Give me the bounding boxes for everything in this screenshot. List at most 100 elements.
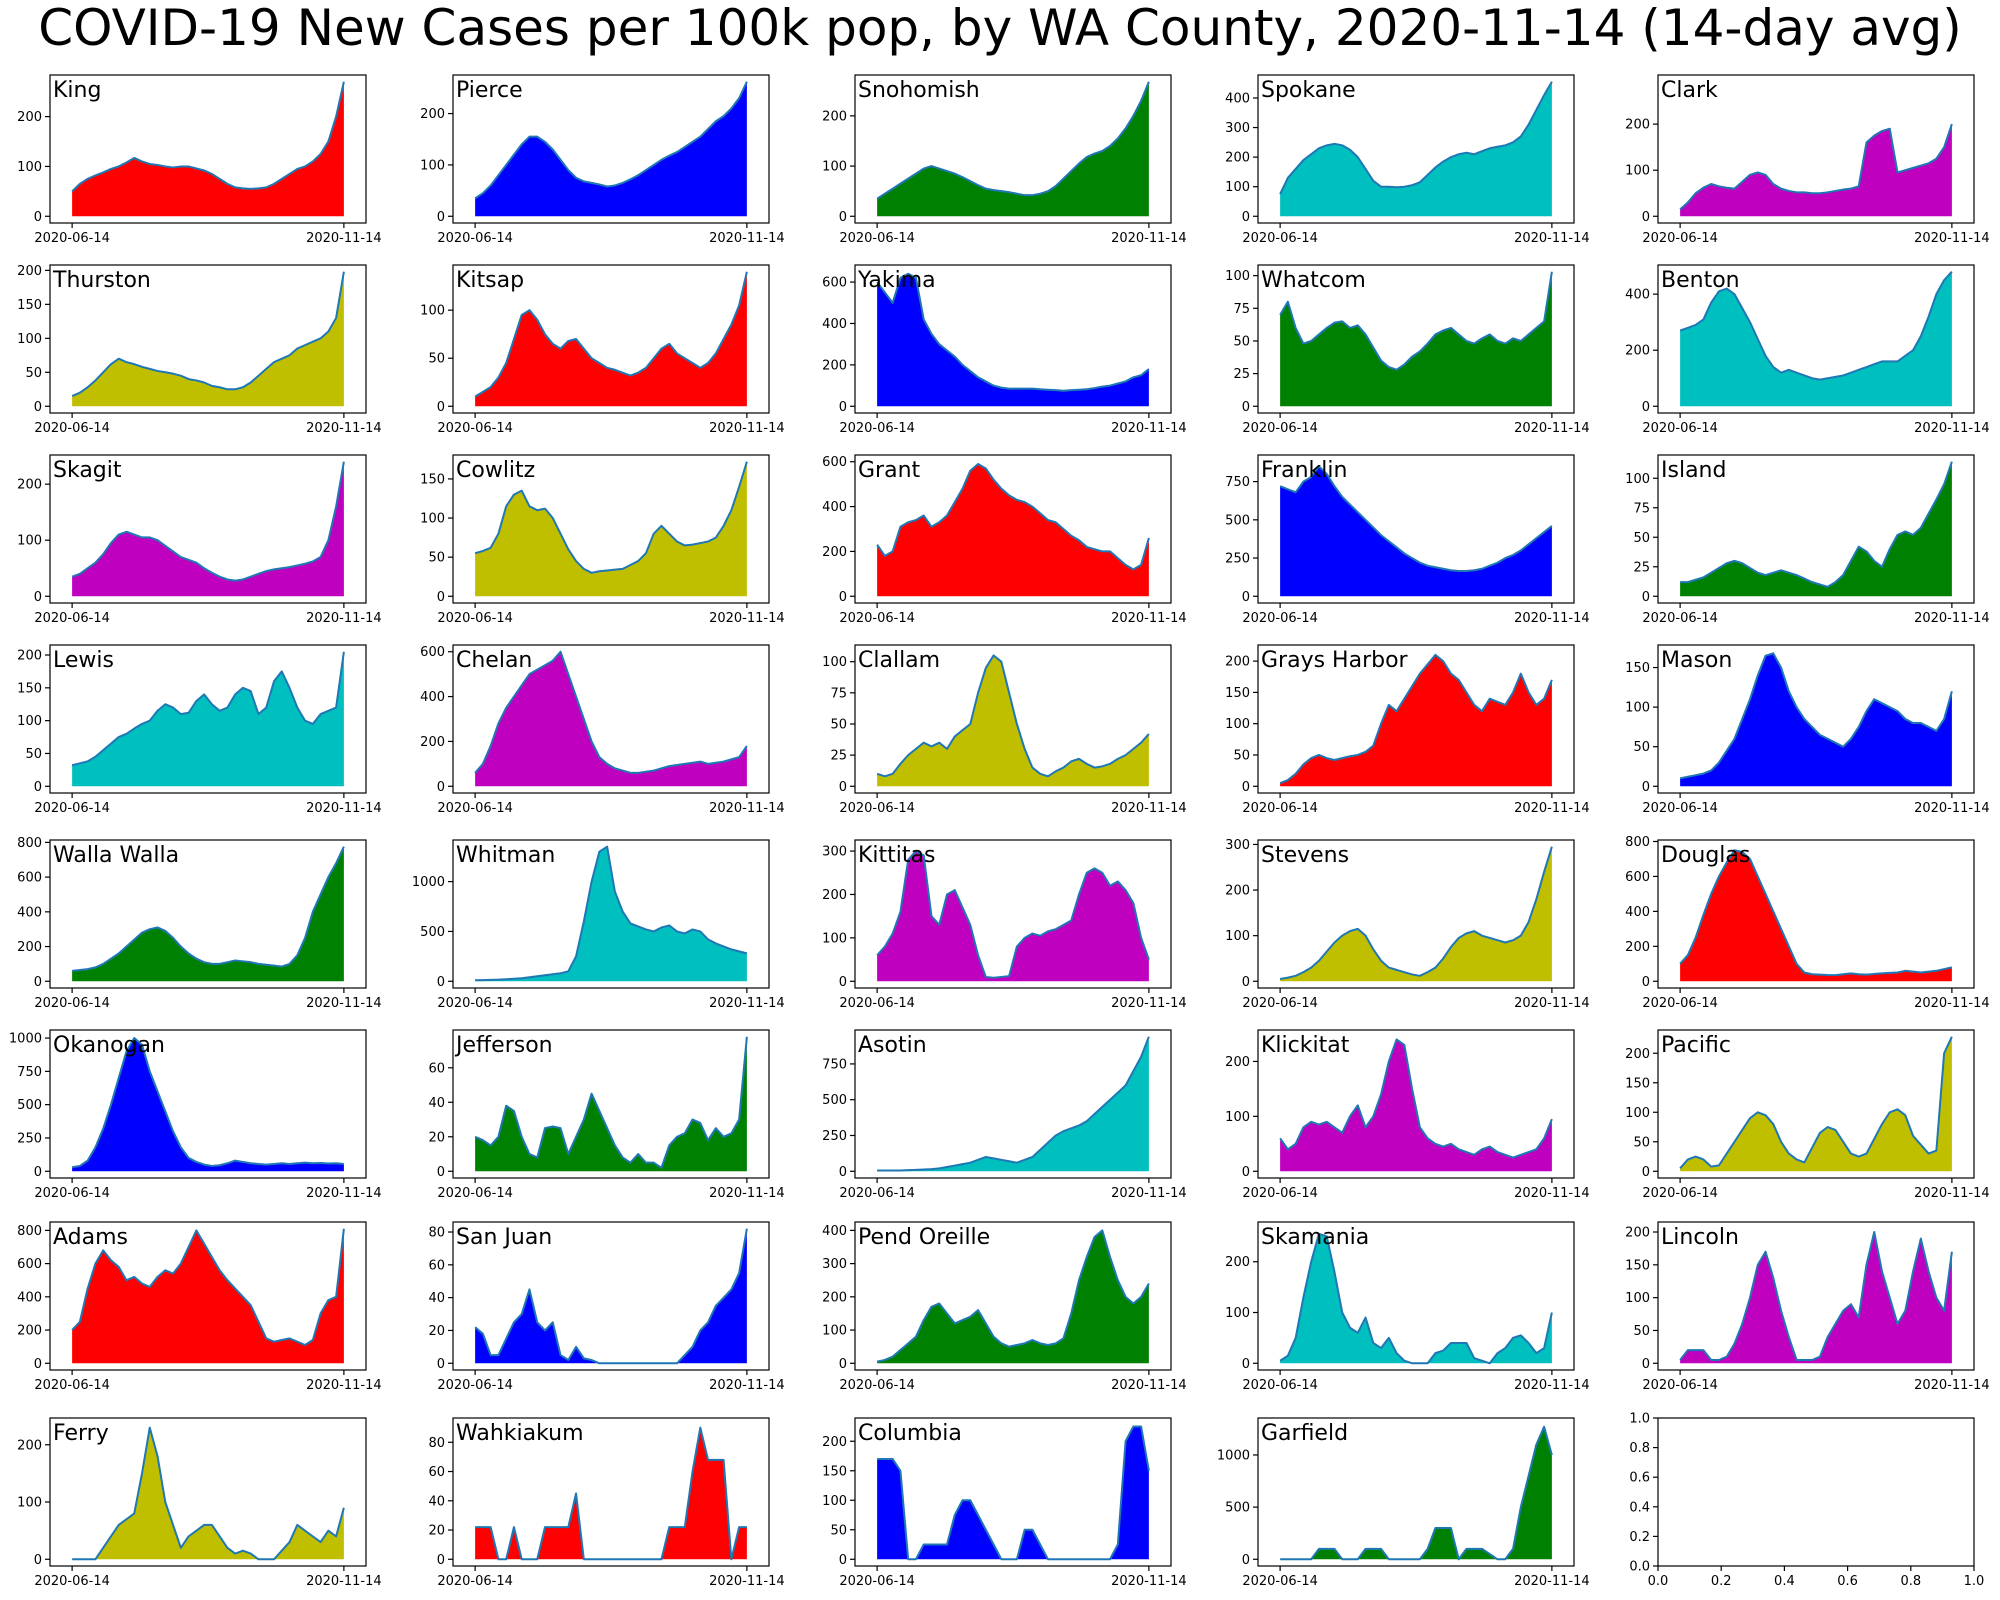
y-tick-label: 400 bbox=[822, 317, 847, 332]
axes-frame bbox=[1657, 1417, 1975, 1567]
area-clallam bbox=[877, 655, 1149, 787]
y-tick-label: 200 bbox=[822, 888, 847, 903]
line-san-juan bbox=[474, 1228, 748, 1365]
y-tick-label: 0 bbox=[437, 975, 445, 990]
area-grant bbox=[877, 463, 1149, 597]
x-tick-label: 2020-11-14 bbox=[1514, 996, 1590, 1011]
y-tick-label: 750 bbox=[17, 1065, 42, 1080]
line-snohomish bbox=[876, 81, 1150, 200]
y-tick-label: 100 bbox=[822, 1494, 847, 1509]
panel-empty: 0.0 0.2 0.4 0.6 0.8 1.0 0.0 0.2 0.4 0.6 0.8 1.0 bbox=[1629, 1412, 1984, 1590]
panel-title: Kittitas bbox=[858, 843, 935, 868]
area-franklin bbox=[1280, 466, 1552, 597]
x-tick-label: 2020-06-14 bbox=[1642, 231, 1718, 246]
axes-frame bbox=[1257, 1029, 1575, 1179]
area-garfield bbox=[1280, 1426, 1552, 1560]
y-tick-label: 250 bbox=[822, 1129, 847, 1144]
y-tick-label: 25 bbox=[1233, 367, 1250, 382]
panel-title: Thurston bbox=[52, 268, 151, 293]
axes-frame bbox=[1257, 1417, 1575, 1567]
y-tick-label: 200 bbox=[17, 478, 42, 493]
line-grays-harbor bbox=[1279, 653, 1553, 785]
y-tick-label: 500 bbox=[822, 1093, 847, 1108]
y-tick-label: 75 bbox=[830, 686, 847, 701]
y-tick-label: 600 bbox=[420, 645, 445, 660]
y-tick-label: 100 bbox=[17, 160, 42, 175]
y-tick-label: 0 bbox=[34, 1165, 42, 1180]
y-tick-label: 200 bbox=[17, 649, 42, 664]
x-tick-label: 2020-06-14 bbox=[34, 801, 110, 816]
axes-frame bbox=[452, 264, 770, 414]
y-tick-label: 600 bbox=[822, 455, 847, 470]
line-adams bbox=[71, 1228, 345, 1346]
y-tick-label: 0 bbox=[34, 1357, 42, 1372]
x-tick-label: 2020-11-14 bbox=[1914, 996, 1990, 1011]
y-tick-label: 100 bbox=[420, 304, 445, 319]
y-tick-label: 0 bbox=[1642, 975, 1650, 990]
panel-grays-harbor: 0 50 100 150 200 2020-06-14 2020-11-14 Grays Ha… bbox=[1225, 644, 1590, 816]
panel-mason: 0 50 100 150 2020-06-14 2020-11-14 Mason bbox=[1625, 644, 1990, 816]
area-thurston bbox=[72, 271, 344, 407]
panel-jefferson: 0 20 40 60 2020-06-14 2020-11-14 Jefferson bbox=[428, 1029, 785, 1201]
y-tick-label: 100 bbox=[822, 1324, 847, 1339]
area-pierce bbox=[475, 81, 747, 217]
y-tick-label: 40 bbox=[428, 1096, 445, 1111]
x-tick-label: 2020-06-14 bbox=[1642, 1378, 1718, 1393]
y-tick-label: 750 bbox=[1225, 475, 1250, 490]
panel-kitsap: 0 50 100 2020-06-14 2020-11-14 Kitsap bbox=[420, 264, 785, 436]
area-adams bbox=[72, 1228, 344, 1364]
panel-title: Snohomish bbox=[858, 78, 980, 103]
axes-frame bbox=[1657, 264, 1975, 414]
y-tick-label: 0 bbox=[1242, 780, 1250, 795]
y-tick-label: 200 bbox=[1625, 344, 1650, 359]
y-tick-label: 200 bbox=[420, 735, 445, 750]
x-tick-label: 2020-06-14 bbox=[1242, 1378, 1318, 1393]
area-yakima bbox=[877, 273, 1149, 407]
panel-garfield: 0 500 1000 2020-06-14 2020-11-14 Garfield bbox=[1217, 1417, 1590, 1589]
axes-frame bbox=[854, 644, 1172, 794]
panel-title: Chelan bbox=[456, 648, 532, 673]
panel-adams: 0 200 400 600 800 2020-06-14 2020-11-14 Adams bbox=[17, 1221, 382, 1393]
panel-title: King bbox=[53, 78, 101, 103]
x-tick-label: 2020-11-14 bbox=[1514, 1378, 1590, 1393]
axes-frame bbox=[452, 1221, 770, 1371]
area-asotin bbox=[877, 1036, 1149, 1172]
y-tick-label: 200 bbox=[17, 940, 42, 955]
x-tick-label: 0.4 bbox=[1774, 1574, 1795, 1589]
x-tick-label: 2020-06-14 bbox=[1642, 996, 1718, 1011]
panel-whatcom: 0 25 50 75 100 2020-06-14 2020-11-14 Whatcom bbox=[1225, 264, 1590, 436]
line-spokane bbox=[1279, 81, 1553, 195]
x-tick-label: 2020-06-14 bbox=[1242, 611, 1318, 626]
panel-thurston: 0 50 100 150 200 2020-06-14 2020-11-14 Thurston bbox=[17, 264, 381, 436]
y-tick-label: 0 bbox=[34, 210, 42, 225]
x-tick-label: 2020-06-14 bbox=[1242, 231, 1318, 246]
line-thurston bbox=[71, 271, 345, 397]
area-pacific bbox=[1680, 1036, 1952, 1172]
y-tick-label: 200 bbox=[822, 109, 847, 124]
y-tick-label: 0.4 bbox=[1629, 1500, 1650, 1515]
line-benton bbox=[1679, 271, 1953, 381]
x-tick-label: 2020-11-14 bbox=[1914, 421, 1990, 436]
axes-frame bbox=[1657, 839, 1975, 989]
y-tick-label: 75 bbox=[1633, 501, 1650, 516]
axes-frame bbox=[49, 839, 367, 989]
x-tick-label: 2020-11-14 bbox=[1514, 801, 1590, 816]
x-tick-label: 2020-06-14 bbox=[1242, 996, 1318, 1011]
y-tick-label: 800 bbox=[1625, 835, 1650, 850]
line-klickitat bbox=[1279, 1038, 1553, 1159]
panel-douglas: 0 200 400 600 800 2020-06-14 2020-11-14 Douglas bbox=[1625, 835, 1989, 1011]
y-tick-label: 200 bbox=[17, 1438, 42, 1453]
panel-pend-oreille: 0 100 200 300 400 2020-06-14 2020-11-14 Pend Or… bbox=[822, 1221, 1187, 1393]
y-tick-label: 40 bbox=[428, 1494, 445, 1509]
axes-frame bbox=[854, 454, 1172, 604]
axes-frame bbox=[1257, 644, 1575, 794]
y-tick-label: 200 bbox=[1625, 118, 1650, 133]
panel-title: Stevens bbox=[1261, 843, 1349, 868]
y-tick-label: 0 bbox=[437, 400, 445, 415]
x-tick-label: 2020-06-14 bbox=[1242, 421, 1318, 436]
x-tick-label: 2020-11-14 bbox=[709, 1186, 785, 1201]
line-pierce bbox=[474, 81, 748, 200]
panel-klickitat: 0 100 200 2020-06-14 2020-11-14 Klickitat bbox=[1225, 1029, 1590, 1201]
y-tick-label: 50 bbox=[830, 717, 847, 732]
y-tick-label: 1000 bbox=[1217, 1448, 1250, 1463]
